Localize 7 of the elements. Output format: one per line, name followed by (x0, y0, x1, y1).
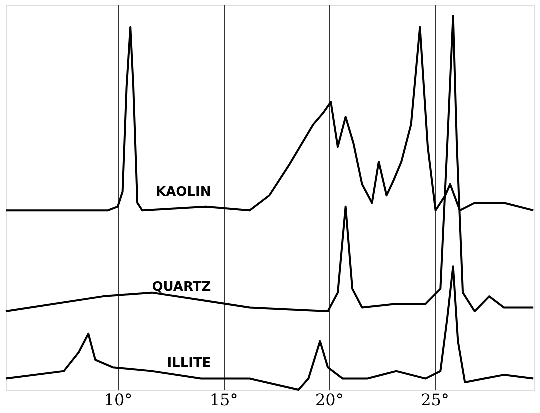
x-tick-label: 20° (315, 390, 344, 410)
series-label: QUARTZ (152, 280, 212, 295)
series-label: ILLITE (167, 356, 212, 371)
x-tick-label: 10° (104, 390, 133, 410)
x-tick-label: 25° (421, 390, 450, 410)
series-label: KAOLIN (156, 184, 212, 200)
x-tick-label: 15° (210, 390, 238, 410)
